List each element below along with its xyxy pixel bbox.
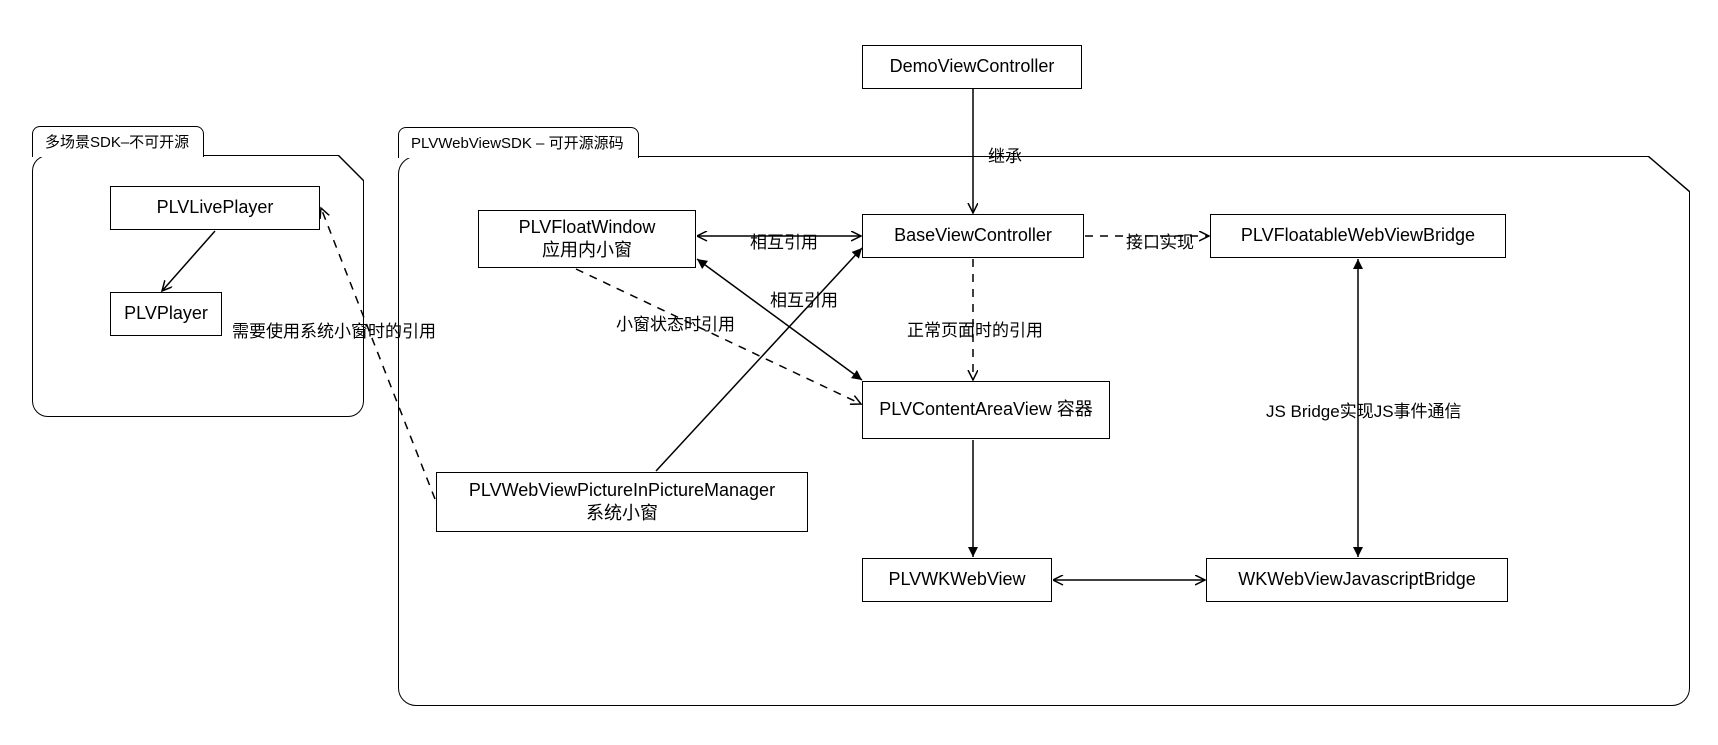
edge-label: 相互引用 (770, 286, 838, 311)
package-cut-corner (1648, 156, 1690, 192)
package-tab: 多场景SDK–不可开源 (32, 126, 204, 157)
edge-label: 需要使用系统小窗时的引用 (232, 317, 436, 342)
node-float: PLVFloatWindow应用内小窗 (478, 210, 696, 268)
node-demo: DemoViewController (862, 45, 1082, 89)
node-content: PLVContentAreaView 容器 (862, 381, 1110, 439)
edge-label: 接口实现 (1126, 228, 1194, 253)
node-base: BaseViewController (862, 214, 1084, 258)
node-pip: PLVWebViewPictureInPictureManager系统小窗 (436, 472, 808, 532)
package-cut-corner (338, 155, 364, 181)
node-jsbridge: WKWebViewJavascriptBridge (1206, 558, 1508, 602)
edge-label: 继承 (988, 142, 1022, 167)
edge-label: 小窗状态时引用 (616, 310, 735, 335)
node-live: PLVLivePlayer (110, 186, 320, 230)
edge-label: 相互引用 (750, 228, 818, 253)
node-player: PLVPlayer (110, 292, 222, 336)
diagram-root: { "type": "uml-package-class-diagram", "… (0, 0, 1718, 745)
edge-label: JS Bridge实现JS事件通信 (1266, 397, 1462, 422)
edge-label: 正常页面时的引用 (907, 316, 1043, 341)
node-wkweb: PLVWKWebView (862, 558, 1052, 602)
package-tab: PLVWebViewSDK – 可开源源码 (398, 127, 639, 158)
node-bridge: PLVFloatableWebViewBridge (1210, 214, 1506, 258)
